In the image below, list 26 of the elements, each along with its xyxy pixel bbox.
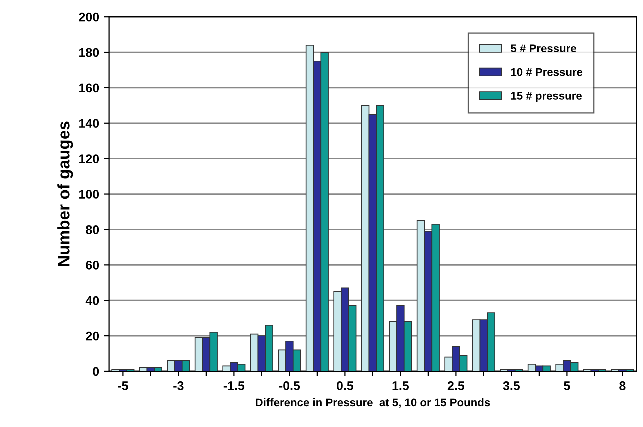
y-tick-label: 200: [79, 12, 100, 22]
x-tick-label: 5: [564, 382, 570, 390]
y-tick-label: 120: [80, 154, 100, 164]
y-tick-label: 180: [80, 48, 100, 58]
y-tick-label: 80: [86, 226, 100, 234]
x-tick-label: 1.5: [392, 382, 410, 390]
legend-label: 15 # pressure: [511, 92, 582, 102]
x-tick-label: 8: [620, 382, 626, 390]
legend-label: 5 # Pressure: [511, 44, 576, 53]
x-tick-label: 2.5: [448, 382, 465, 390]
y-tick-label: 60: [86, 260, 100, 270]
x-tick-label: 0.5: [336, 382, 354, 390]
x-tick-label: -0.5: [279, 382, 300, 390]
x-tick-label: 3.5: [503, 382, 520, 390]
y-tick-label: 20: [86, 332, 100, 341]
x-tick-label: -1.5: [224, 382, 245, 390]
y-axis-title: Number of gauges: [58, 122, 74, 266]
x-axis-title: Difference in Pressure at 5, 10 or 15 Pounds: [256, 398, 490, 408]
y-tick-label: 100: [80, 190, 100, 199]
y-tick-label: 140: [80, 119, 100, 128]
y-tick-label: 0: [93, 367, 100, 376]
y-tick-label: 160: [80, 84, 100, 93]
x-tick-label: -3: [174, 382, 184, 390]
x-tick-label: -5: [118, 382, 128, 390]
y-tick-label: 40: [86, 296, 100, 306]
legend-label: 10 # Pressure: [511, 68, 583, 76]
